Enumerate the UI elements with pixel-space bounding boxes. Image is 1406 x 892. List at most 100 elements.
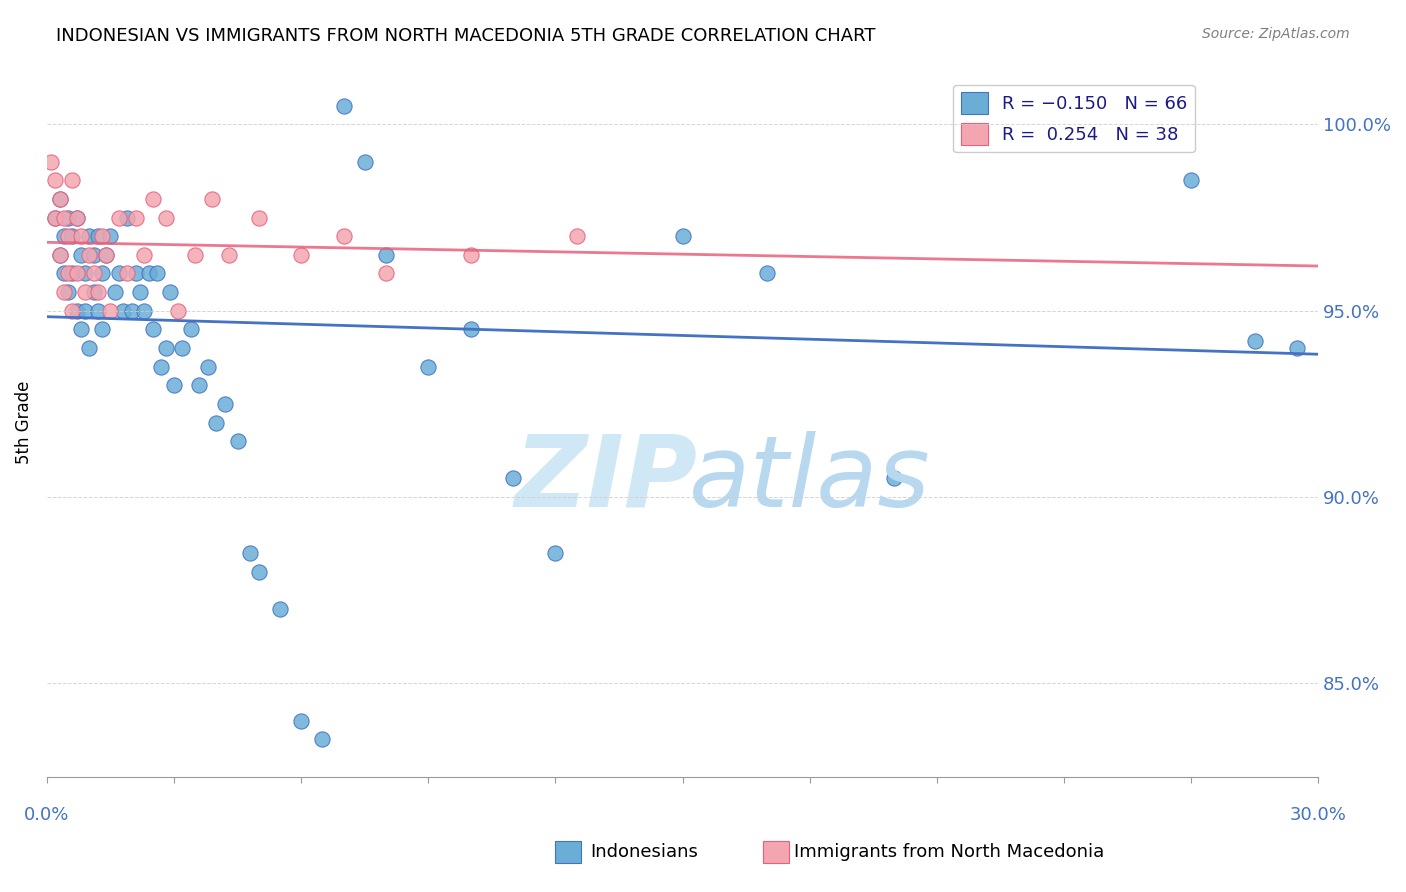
- Point: [77, 341, 100, 355]
- Point: [48, 248, 70, 262]
- Point: [60, 303, 83, 318]
- Text: INDONESIAN VS IMMIGRANTS FROM NORTH MACEDONIA 5TH GRADE CORRELATION CHART: INDONESIAN VS IMMIGRANTS FROM NORTH MACE…: [56, 27, 876, 45]
- Point: [172, 341, 194, 355]
- Point: [155, 211, 177, 225]
- Point: [73, 285, 96, 299]
- Point: [44, 211, 66, 225]
- Point: [1285, 341, 1308, 355]
- Point: [100, 303, 122, 318]
- Point: [44, 173, 66, 187]
- Text: atlas: atlas: [689, 431, 931, 528]
- Point: [60, 229, 83, 244]
- Point: [184, 248, 207, 262]
- Point: [60, 173, 83, 187]
- Point: [418, 359, 440, 374]
- Point: [96, 248, 118, 262]
- Point: [138, 267, 160, 281]
- Point: [269, 602, 291, 616]
- Point: [117, 211, 139, 225]
- Point: [56, 285, 79, 299]
- Point: [52, 211, 75, 225]
- Point: [69, 322, 91, 336]
- Point: [87, 285, 110, 299]
- Point: [112, 303, 135, 318]
- Point: [65, 211, 87, 225]
- Point: [60, 267, 83, 281]
- Point: [65, 211, 87, 225]
- Point: [155, 341, 177, 355]
- Point: [52, 267, 75, 281]
- Point: [146, 267, 169, 281]
- Point: [73, 267, 96, 281]
- Y-axis label: 5th Grade: 5th Grade: [15, 381, 32, 464]
- Point: [129, 285, 152, 299]
- Point: [460, 322, 482, 336]
- Point: [104, 285, 127, 299]
- Point: [502, 471, 524, 485]
- Point: [239, 546, 262, 560]
- Point: [108, 211, 131, 225]
- Point: [83, 285, 105, 299]
- Point: [91, 267, 114, 281]
- Point: [353, 154, 375, 169]
- Point: [188, 378, 211, 392]
- Point: [290, 714, 312, 728]
- Point: [332, 99, 354, 113]
- Point: [65, 303, 87, 318]
- Point: [56, 211, 79, 225]
- Point: [205, 416, 228, 430]
- Point: [134, 248, 156, 262]
- Point: [108, 267, 131, 281]
- Point: [565, 229, 588, 244]
- Point: [48, 192, 70, 206]
- Point: [117, 267, 139, 281]
- Point: [374, 248, 396, 262]
- Point: [1243, 334, 1265, 348]
- Point: [544, 546, 567, 560]
- Point: [311, 732, 333, 747]
- Point: [201, 192, 224, 206]
- Point: [91, 322, 114, 336]
- Point: [163, 378, 186, 392]
- Point: [226, 434, 249, 449]
- Point: [48, 248, 70, 262]
- Point: [125, 211, 148, 225]
- Point: [77, 248, 100, 262]
- Point: [460, 248, 482, 262]
- Point: [83, 267, 105, 281]
- Point: [671, 229, 693, 244]
- Point: [56, 267, 79, 281]
- Point: [374, 267, 396, 281]
- Point: [247, 211, 270, 225]
- Point: [134, 303, 156, 318]
- Point: [150, 359, 173, 374]
- Point: [91, 229, 114, 244]
- Text: 0.0%: 0.0%: [24, 806, 69, 824]
- Point: [167, 303, 190, 318]
- Text: ZIP: ZIP: [515, 431, 697, 528]
- Point: [44, 211, 66, 225]
- Text: Source: ZipAtlas.com: Source: ZipAtlas.com: [1202, 27, 1350, 41]
- Point: [125, 267, 148, 281]
- Point: [180, 322, 202, 336]
- Text: 30.0%: 30.0%: [1289, 806, 1347, 824]
- Point: [121, 303, 143, 318]
- Text: Immigrants from North Macedonia: Immigrants from North Macedonia: [794, 843, 1105, 861]
- Point: [197, 359, 219, 374]
- Point: [87, 229, 110, 244]
- Point: [883, 471, 905, 485]
- Point: [218, 248, 240, 262]
- Legend: R = −0.150   N = 66, R =  0.254   N = 38: R = −0.150 N = 66, R = 0.254 N = 38: [953, 85, 1195, 153]
- Point: [214, 397, 236, 411]
- Point: [39, 154, 62, 169]
- Point: [52, 285, 75, 299]
- Point: [52, 229, 75, 244]
- Point: [69, 229, 91, 244]
- Point: [73, 303, 96, 318]
- Point: [65, 267, 87, 281]
- Point: [142, 322, 165, 336]
- Point: [69, 248, 91, 262]
- Point: [142, 192, 165, 206]
- Point: [48, 192, 70, 206]
- Point: [96, 248, 118, 262]
